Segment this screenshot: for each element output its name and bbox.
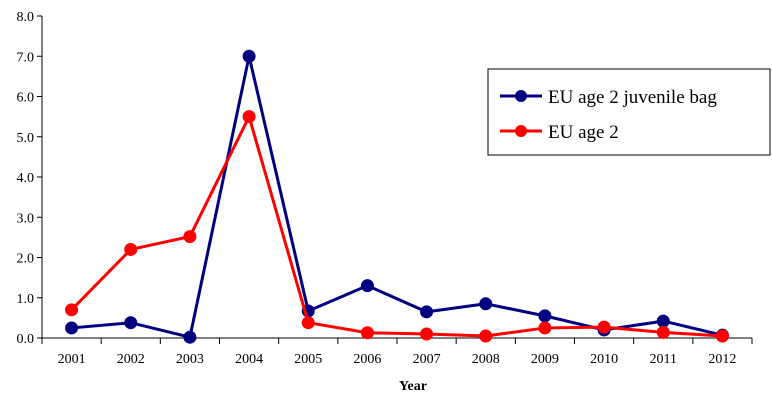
y-tick-label: 6.0	[17, 91, 35, 106]
x-tick-label: 2004	[235, 352, 263, 367]
y-tick-label: 8.0	[17, 10, 35, 25]
x-tick-label: 2006	[353, 352, 381, 367]
x-tick-label: 2007	[413, 352, 441, 367]
data-point	[597, 320, 611, 334]
legend-marker	[515, 125, 527, 137]
x-axis-label: Year	[399, 379, 427, 394]
x-tick-label: 2003	[176, 352, 204, 367]
x-tick-label: 2001	[58, 352, 86, 367]
data-point	[183, 230, 197, 244]
data-point	[656, 314, 670, 328]
y-tick-label: 7.0	[17, 50, 35, 65]
data-point	[420, 305, 434, 319]
data-point	[360, 279, 374, 293]
legend-marker	[515, 90, 527, 102]
data-point	[420, 327, 434, 341]
data-point	[656, 325, 670, 339]
legend-label: EU age 2	[548, 122, 619, 143]
data-point	[242, 49, 256, 63]
data-point	[301, 316, 315, 330]
data-point	[124, 242, 138, 256]
data-point	[183, 330, 197, 344]
x-tick-label: 2002	[117, 352, 145, 367]
data-point	[242, 110, 256, 124]
x-tick-label: 2010	[590, 352, 618, 367]
data-point	[65, 321, 79, 335]
x-tick-label: 2009	[531, 352, 559, 367]
y-tick-label: 5.0	[17, 131, 35, 146]
y-tick-label: 3.0	[17, 211, 35, 226]
x-tick-label: 2005	[294, 352, 322, 367]
data-point	[360, 326, 374, 340]
legend-entry: EU age 2	[500, 122, 619, 143]
data-point	[538, 309, 552, 323]
y-tick-label: 4.0	[17, 171, 35, 186]
y-tick-label: 0.0	[17, 332, 35, 347]
x-tick-label: 2008	[472, 352, 500, 367]
series-line	[70, 115, 723, 338]
chart-series	[65, 49, 729, 344]
data-point	[124, 316, 138, 330]
data-point	[479, 329, 493, 343]
series-2	[65, 110, 729, 343]
x-tick-label: 2011	[650, 352, 677, 367]
y-tick-label: 2.0	[17, 252, 35, 267]
chart-axes: 0.0 1.0 2.0 3.0 4.0 5.0 6.0 7.0 8.0 2001 2002 2003 2…	[17, 10, 753, 367]
data-point	[715, 329, 729, 343]
legend-box	[487, 68, 771, 156]
y-tick-label: 1.0	[17, 292, 35, 307]
data-point	[65, 303, 79, 317]
legend-label: EU age 2 juvenile bag	[548, 87, 717, 108]
chart-legend: EU age 2 juvenile bag EU age 2	[487, 68, 771, 156]
x-tick-label: 2012	[708, 352, 736, 367]
data-point	[479, 297, 493, 311]
data-point	[538, 321, 552, 335]
legend-entry: EU age 2 juvenile bag	[500, 87, 717, 108]
